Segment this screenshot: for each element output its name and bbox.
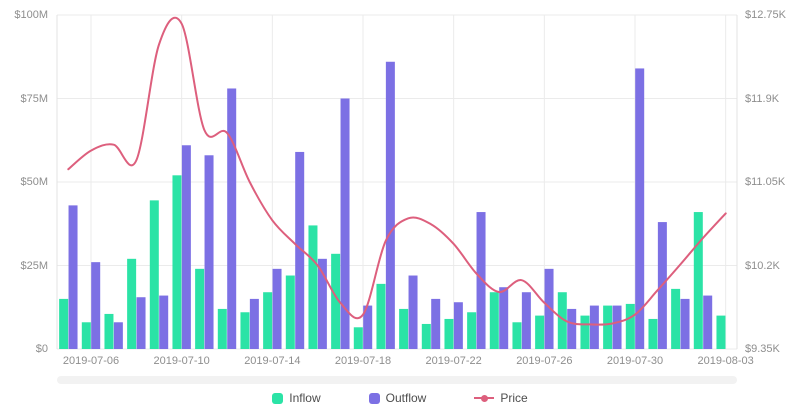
outflow-bar[interactable] — [113, 322, 123, 349]
inflow-bar[interactable] — [580, 315, 590, 349]
outflow-swatch-icon — [368, 392, 380, 404]
outflow-bar[interactable] — [317, 258, 327, 349]
right-axis-tick: $10.2K — [745, 259, 780, 272]
outflow-bar[interactable] — [249, 298, 259, 349]
x-axis-tick: 2019-07-26 — [516, 355, 573, 367]
inflow-bar[interactable] — [625, 303, 635, 349]
inflow-bar[interactable] — [421, 323, 431, 349]
outflow-bar[interactable] — [499, 287, 509, 349]
inflow-bar[interactable] — [648, 318, 658, 349]
x-axis-tick: 2019-08-03 — [697, 355, 754, 367]
left-axis-tick: $25M — [20, 259, 48, 272]
right-axis-tick: $11.05K — [745, 176, 786, 188]
inflow-bar[interactable] — [603, 305, 613, 349]
outflow-bar[interactable] — [476, 212, 486, 349]
inflow-bar[interactable] — [217, 308, 227, 349]
inflow-bar[interactable] — [716, 315, 726, 349]
outflow-bar[interactable] — [703, 295, 713, 349]
outflow-bar[interactable] — [385, 61, 395, 349]
inflow-bar[interactable] — [693, 212, 703, 349]
x-axis-tick: 2019-07-14 — [244, 355, 301, 367]
inflow-bar[interactable] — [172, 175, 182, 349]
outflow-bar[interactable] — [204, 155, 214, 349]
inflow-bar[interactable] — [399, 308, 409, 349]
inflow-bar[interactable] — [467, 312, 477, 349]
legend-item-price[interactable]: Price — [474, 391, 528, 405]
outflow-bar[interactable] — [295, 151, 305, 349]
outflow-bar[interactable] — [91, 262, 101, 349]
inflow-bar[interactable] — [376, 283, 386, 349]
right-axis-tick: $9.35K — [745, 343, 780, 355]
x-axis-tick: 2019-07-22 — [425, 355, 482, 367]
outflow-bar[interactable] — [453, 302, 463, 349]
left-axis-tick: $100M — [14, 9, 48, 21]
x-axis-tick: 2019-07-18 — [334, 355, 392, 367]
outflow-bar[interactable] — [272, 268, 282, 349]
outflow-bar[interactable] — [431, 298, 441, 349]
outflow-bar[interactable] — [136, 297, 146, 349]
legend: Inflow Outflow Price — [0, 388, 800, 408]
outflow-bar[interactable] — [589, 305, 599, 349]
inflow-bar[interactable] — [489, 292, 499, 349]
legend-label-outflow: Outflow — [385, 391, 427, 405]
outflow-bar[interactable] — [68, 205, 78, 349]
x-axis-tick: 2019-07-10 — [153, 355, 210, 367]
inflow-bar[interactable] — [308, 225, 318, 349]
inflow-bar[interactable] — [59, 298, 69, 349]
outflow-bar[interactable] — [363, 305, 373, 349]
inflow-bar[interactable] — [149, 200, 159, 349]
inflow-bar[interactable] — [444, 318, 454, 349]
inflow-bar[interactable] — [557, 292, 567, 349]
inflow-bar[interactable] — [240, 312, 250, 349]
outflow-bar[interactable] — [680, 298, 690, 349]
inflow-bar[interactable] — [512, 322, 522, 349]
inflow-bar[interactable] — [104, 313, 114, 349]
outflow-bar[interactable] — [408, 275, 418, 349]
outflow-bar[interactable] — [159, 295, 169, 349]
outflow-bar[interactable] — [635, 68, 645, 349]
inflow-bar[interactable] — [535, 315, 545, 349]
inflow-bar[interactable] — [127, 258, 137, 349]
inflow-swatch-icon — [272, 392, 284, 404]
x-axis-tick: 2019-07-06 — [62, 355, 120, 367]
left-axis-tick: $50M — [20, 176, 48, 188]
legend-label-inflow: Inflow — [289, 391, 321, 405]
chart-zoom-scrollbar[interactable] — [57, 376, 737, 384]
legend-item-inflow[interactable]: Inflow — [272, 391, 321, 405]
left-axis-tick: $75M — [20, 92, 48, 105]
price-line[interactable] — [67, 16, 727, 326]
legend-item-outflow[interactable]: Outflow — [368, 391, 427, 405]
outflow-bar[interactable] — [567, 308, 577, 349]
inflow-bar[interactable] — [353, 327, 363, 349]
inflow-bar[interactable] — [263, 292, 273, 349]
outflow-bar[interactable] — [181, 145, 191, 349]
inflow-bar[interactable] — [331, 253, 341, 349]
inflow-bar[interactable] — [671, 288, 681, 349]
left-axis-tick: $0 — [35, 343, 48, 355]
price-line-marker-icon — [474, 394, 495, 402]
legend-label-price: Price — [500, 391, 528, 405]
right-axis-tick: $12.75K — [745, 9, 786, 21]
outflow-bar[interactable] — [227, 88, 237, 349]
inflow-bar[interactable] — [285, 275, 295, 349]
inflow-bar[interactable] — [195, 268, 205, 349]
inflow-bar[interactable] — [81, 322, 91, 349]
right-axis-tick: $11.9K — [745, 92, 780, 105]
outflow-bar[interactable] — [521, 292, 531, 349]
outflow-bar[interactable] — [544, 268, 554, 349]
outflow-bar[interactable] — [612, 305, 622, 349]
x-axis-tick: 2019-07-30 — [606, 355, 664, 367]
outflow-bar[interactable] — [340, 98, 350, 350]
